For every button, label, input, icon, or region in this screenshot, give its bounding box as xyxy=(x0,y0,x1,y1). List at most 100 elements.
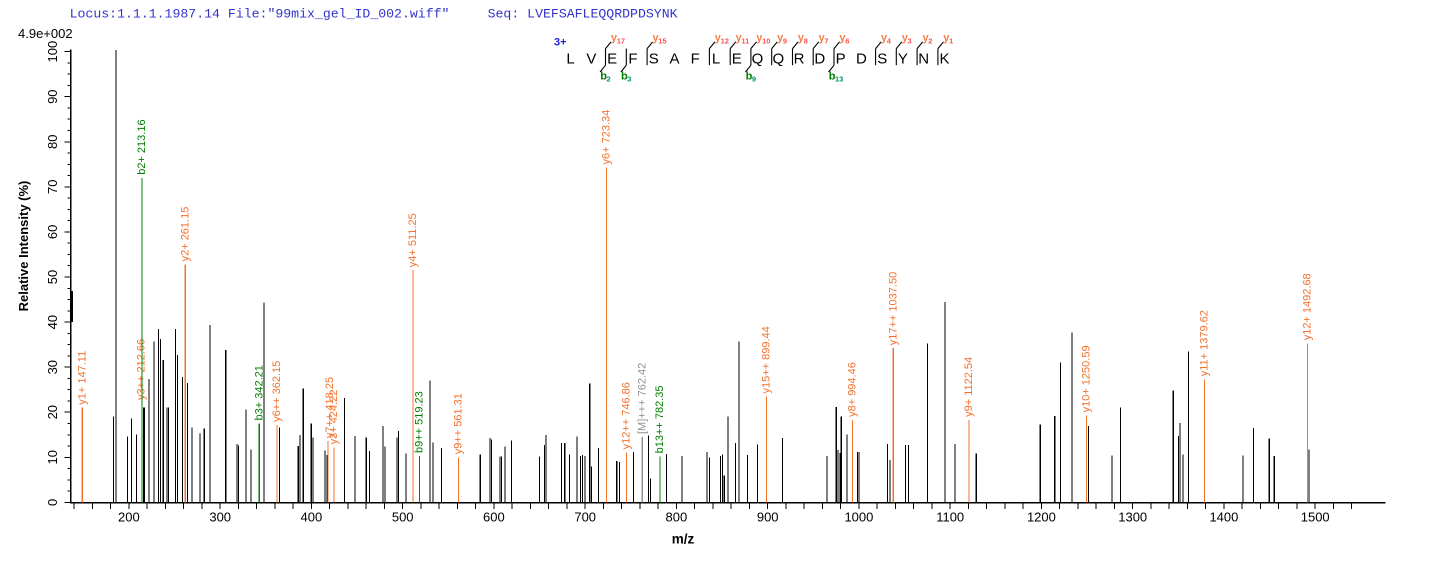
svg-text:9: 9 xyxy=(752,74,756,83)
svg-text:60: 60 xyxy=(45,225,60,239)
svg-text:y1+ 147.11: y1+ 147.11 xyxy=(76,351,88,405)
svg-text:400: 400 xyxy=(301,510,323,525)
svg-text:F: F xyxy=(691,51,700,68)
svg-text:1500: 1500 xyxy=(1301,510,1330,525)
svg-text:1000: 1000 xyxy=(844,510,873,525)
svg-text:y: y xyxy=(881,32,888,44)
svg-text:E: E xyxy=(607,51,617,68)
svg-text:10: 10 xyxy=(45,450,60,464)
svg-text:40: 40 xyxy=(45,315,60,329)
svg-text:80: 80 xyxy=(45,135,60,149)
svg-text:S: S xyxy=(877,51,887,68)
svg-text:3: 3 xyxy=(908,36,912,45)
svg-text:N: N xyxy=(918,51,929,68)
svg-text:3: 3 xyxy=(627,74,631,83)
svg-text:y10+ 1250.59: y10+ 1250.59 xyxy=(1081,345,1093,412)
svg-text:y: y xyxy=(923,32,930,44)
svg-text:4: 4 xyxy=(887,36,892,45)
svg-text:Relative Intensity (%): Relative Intensity (%) xyxy=(16,181,31,312)
svg-text:900: 900 xyxy=(757,510,779,525)
svg-text:y3+ 424.22: y3+ 424.22 xyxy=(328,390,340,445)
svg-text:600: 600 xyxy=(483,510,505,525)
svg-text:Seq: LVEFSAFLEQQRDPDSYNK: Seq: LVEFSAFLEQQRDPDSYNK xyxy=(488,7,678,22)
svg-text:K: K xyxy=(939,51,949,68)
svg-text:m/z: m/z xyxy=(672,532,695,547)
svg-text:[M]+++ 762.42: [M]+++ 762.42 xyxy=(636,363,648,434)
svg-text:y12+ 1492.68: y12+ 1492.68 xyxy=(1302,273,1314,340)
svg-text:700: 700 xyxy=(574,510,596,525)
svg-text:y3++ 212.66: y3++ 212.66 xyxy=(135,339,147,400)
svg-text:Q: Q xyxy=(772,51,784,68)
svg-text:0: 0 xyxy=(45,499,60,506)
svg-text:Locus:1.1.1.1987.14 File:"99mi: Locus:1.1.1.1987.14 File:"99mix_gel_ID_0… xyxy=(70,7,450,22)
svg-text:y15++ 899.44: y15++ 899.44 xyxy=(761,326,773,393)
svg-text:y9++ 561.31: y9++ 561.31 xyxy=(453,393,465,454)
svg-text:1200: 1200 xyxy=(1027,510,1056,525)
svg-text:1100: 1100 xyxy=(936,510,964,525)
svg-text:A: A xyxy=(669,51,679,68)
svg-text:6: 6 xyxy=(845,36,849,45)
svg-text:800: 800 xyxy=(666,510,688,525)
svg-text:S: S xyxy=(649,51,659,68)
svg-text:Y: Y xyxy=(898,51,908,68)
svg-text:y: y xyxy=(756,32,763,44)
svg-text:b13++ 782.35: b13++ 782.35 xyxy=(654,385,666,453)
svg-text:10: 10 xyxy=(762,36,770,45)
svg-text:b: b xyxy=(746,70,753,82)
svg-text:L: L xyxy=(566,51,574,68)
svg-text:1300: 1300 xyxy=(1118,510,1147,525)
svg-text:b: b xyxy=(829,70,836,82)
svg-text:1400: 1400 xyxy=(1209,510,1238,525)
svg-text:y: y xyxy=(798,32,805,44)
svg-text:F: F xyxy=(628,51,637,68)
svg-text:y: y xyxy=(611,32,618,44)
svg-text:3+: 3+ xyxy=(554,37,567,49)
svg-text:b3+ 342.21: b3+ 342.21 xyxy=(253,365,265,420)
svg-text:9: 9 xyxy=(783,36,787,45)
svg-text:b: b xyxy=(621,70,628,82)
svg-text:y: y xyxy=(943,32,950,44)
svg-text:y: y xyxy=(839,32,846,44)
svg-text:y12++ 746.86: y12++ 746.86 xyxy=(621,382,633,449)
svg-text:20: 20 xyxy=(45,405,60,419)
svg-text:R: R xyxy=(794,51,805,68)
svg-text:30: 30 xyxy=(45,360,60,374)
svg-text:y: y xyxy=(902,32,909,44)
svg-text:200: 200 xyxy=(118,510,140,525)
svg-text:D: D xyxy=(814,51,825,68)
svg-text:13: 13 xyxy=(835,74,843,83)
svg-text:y11+ 1379.62: y11+ 1379.62 xyxy=(1199,310,1211,376)
svg-text:2: 2 xyxy=(607,74,611,83)
svg-text:y: y xyxy=(653,32,660,44)
svg-text:y6+ 723.34: y6+ 723.34 xyxy=(601,110,613,165)
svg-text:D: D xyxy=(856,51,867,68)
svg-text:y4+ 511.25: y4+ 511.25 xyxy=(407,213,419,267)
svg-text:8: 8 xyxy=(804,36,808,45)
svg-text:L: L xyxy=(712,51,720,68)
svg-text:y6++ 362.15: y6++ 362.15 xyxy=(271,361,283,422)
svg-text:12: 12 xyxy=(721,36,729,45)
svg-text:500: 500 xyxy=(392,510,414,525)
svg-text:y: y xyxy=(777,32,784,44)
svg-text:17: 17 xyxy=(617,36,625,45)
svg-text:50: 50 xyxy=(45,270,60,284)
svg-text:100: 100 xyxy=(45,41,60,63)
svg-text:1: 1 xyxy=(949,36,953,45)
svg-text:y7++ 418.25: y7++ 418.25 xyxy=(324,377,336,438)
svg-text:y2+ 261.15: y2+ 261.15 xyxy=(179,207,191,262)
svg-text:V: V xyxy=(586,51,596,68)
svg-text:y: y xyxy=(736,32,743,44)
svg-text:Q: Q xyxy=(752,51,764,68)
svg-text:y8+ 994.46: y8+ 994.46 xyxy=(847,362,859,417)
svg-text:y17++ 1037.50: y17++ 1037.50 xyxy=(887,272,899,345)
svg-text:b: b xyxy=(600,70,607,82)
svg-text:b2+ 213.16: b2+ 213.16 xyxy=(136,119,148,174)
svg-text:y9+ 1122.54: y9+ 1122.54 xyxy=(963,357,975,417)
svg-text:y: y xyxy=(819,32,826,44)
svg-text:E: E xyxy=(732,51,742,68)
svg-text:300: 300 xyxy=(209,510,231,525)
svg-text:P: P xyxy=(836,51,846,68)
svg-text:4.9e+002: 4.9e+002 xyxy=(18,26,73,41)
svg-text:11: 11 xyxy=(741,36,749,45)
svg-text:90: 90 xyxy=(45,89,60,103)
